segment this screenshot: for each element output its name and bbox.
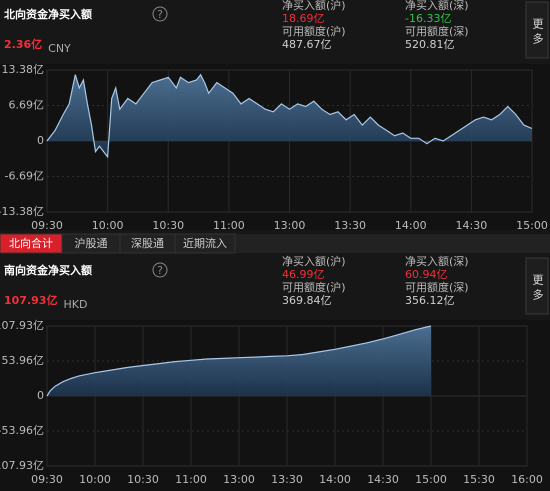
stat-value: 520.81亿 <box>405 38 455 51</box>
more-label: 更多 <box>531 18 544 48</box>
x-tick-label: 14:30 <box>456 219 488 232</box>
x-tick-label: 14:30 <box>367 473 399 486</box>
y-tick-label: -6.69亿 <box>5 170 44 183</box>
tab-label[interactable]: 沪股通 <box>75 236 108 250</box>
stat-label: 可用额度(深) <box>405 280 469 294</box>
tab[interactable] <box>174 233 236 254</box>
currency: HKD <box>63 298 87 311</box>
stat-label: 净买入额(沪) <box>282 0 346 12</box>
more-button[interactable] <box>525 1 549 59</box>
stat-value: 487.67亿 <box>282 38 332 51</box>
y-tick-label: 107.93亿 <box>0 319 44 332</box>
x-tick-label: 15:00 <box>415 473 447 486</box>
stat-label: 可用额度(沪) <box>282 24 346 38</box>
stat-value: 46.99亿 <box>282 268 325 281</box>
y-tick-label: 6.69亿 <box>9 99 45 112</box>
stat-label: 可用额度(深) <box>405 24 469 38</box>
y-tick-label: 0 <box>37 134 44 147</box>
y-tick-label: -53.96亿 <box>0 424 44 437</box>
x-tick-label: 14:00 <box>319 473 351 486</box>
x-tick-label: 10:30 <box>152 219 184 232</box>
tab-label[interactable]: 近期流入 <box>183 236 227 250</box>
x-tick-label: 16:00 <box>511 473 543 486</box>
stat-value: 369.84亿 <box>282 294 332 307</box>
stat-label: 可用额度(沪) <box>282 280 346 294</box>
y-tick-label: 0 <box>37 389 44 402</box>
stat-label: 净买入额(深) <box>405 254 469 268</box>
net-amount: 107.93亿 <box>4 293 57 307</box>
more-button[interactable] <box>525 257 549 315</box>
x-tick-label: 13:00 <box>223 473 255 486</box>
help-icon-mark: ? <box>157 8 163 21</box>
stat-value: 356.12亿 <box>405 294 455 307</box>
more-label: 更多 <box>531 274 544 304</box>
x-tick-label: 14:00 <box>395 219 427 232</box>
panel-title: 北向资金净买入额 <box>4 7 92 21</box>
x-tick-label: 13:00 <box>274 219 306 232</box>
help-icon-mark: ? <box>157 264 163 277</box>
area-fill <box>47 74 532 157</box>
panel-title: 南向资金净买入额 <box>4 263 92 277</box>
x-tick-label: 10:00 <box>79 473 111 486</box>
plot-area <box>0 320 550 491</box>
x-tick-label: 09:30 <box>31 473 63 486</box>
plot-area <box>0 64 550 230</box>
y-tick-label: 13.38亿 <box>2 63 45 76</box>
x-tick-label: 13:30 <box>334 219 366 232</box>
help-icon[interactable] <box>152 6 168 22</box>
stat-label: 净买入额(深) <box>405 0 469 12</box>
net-amount: 2.36亿 <box>4 37 42 51</box>
x-tick-label: 11:00 <box>213 219 245 232</box>
x-tick-label: 15:30 <box>463 473 495 486</box>
tab-label[interactable]: 北向合计 <box>9 236 53 250</box>
stat-label: 净买入额(沪) <box>282 254 346 268</box>
line <box>46 73 533 159</box>
help-icon[interactable] <box>152 262 168 278</box>
stat-value: -16.33亿 <box>405 12 451 25</box>
y-tick-label: 107.93亿 <box>0 459 44 472</box>
stat-value: 18.69亿 <box>282 12 325 25</box>
x-tick-label: 09:30 <box>31 219 63 232</box>
x-tick-label: 10:00 <box>92 219 124 232</box>
tab-label[interactable]: 深股通 <box>131 237 164 250</box>
area-fill <box>47 326 431 396</box>
y-tick-label: 53.96亿 <box>2 354 45 367</box>
currency: CNY <box>48 42 71 55</box>
x-tick-label: 15:00 <box>516 219 548 232</box>
x-tick-label: 11:00 <box>175 473 207 486</box>
x-tick-label: 10:30 <box>127 473 159 486</box>
line <box>46 325 432 397</box>
y-tick-label: -13.38亿 <box>0 205 44 218</box>
stat-value: 60.94亿 <box>405 268 448 281</box>
x-tick-label: 13:30 <box>271 473 303 486</box>
